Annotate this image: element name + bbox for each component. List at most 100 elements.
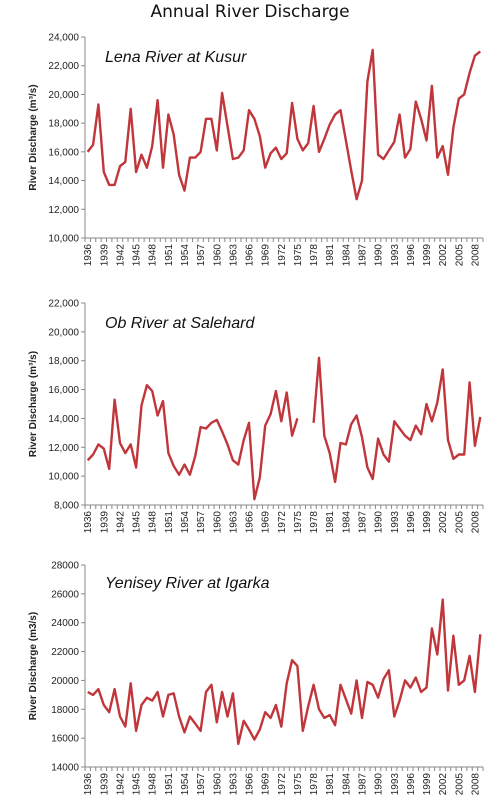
x-tick-label: 1993 bbox=[390, 244, 401, 267]
y-axis-unit: (m3/s) bbox=[28, 612, 39, 641]
x-tick-label: 1936 bbox=[83, 773, 94, 796]
x-tick-label: 1954 bbox=[180, 244, 191, 267]
y-axis-label-text: River Discharge bbox=[28, 378, 39, 457]
x-tick-label: 2008 bbox=[470, 773, 481, 796]
x-tick-label: 1975 bbox=[293, 511, 304, 534]
y-tick-label: 18000 bbox=[51, 705, 79, 716]
x-tick-label: 1942 bbox=[115, 244, 126, 267]
x-tick-label: 1951 bbox=[164, 511, 175, 534]
x-tick-label: 1978 bbox=[309, 244, 320, 267]
x-tick-label: 2005 bbox=[454, 244, 465, 267]
x-tick-label: 1960 bbox=[212, 773, 223, 796]
series-line bbox=[86, 48, 482, 201]
x-tick-label: 2005 bbox=[454, 511, 465, 534]
y-tick-label: 22,000 bbox=[48, 299, 79, 310]
y-tick-label: 26000 bbox=[51, 589, 79, 600]
y-tick-label: 10,000 bbox=[48, 234, 79, 245]
x-tick-label: 1954 bbox=[180, 511, 191, 534]
x-tick-label: 1942 bbox=[115, 511, 126, 534]
y-tick-label: 18,000 bbox=[48, 356, 79, 367]
y-tick-label: 14,000 bbox=[48, 414, 79, 425]
x-tick-label: 1975 bbox=[293, 244, 304, 267]
x-tick-label: 1939 bbox=[99, 244, 110, 267]
x-tick-label: 1939 bbox=[99, 511, 110, 534]
chart-panel-3: 14000 16000 18000 20000 22000 24000 26000 28000… bbox=[28, 561, 484, 796]
x-tick-label: 1966 bbox=[245, 773, 256, 796]
y-axis-label: River Discharge (m³/s) bbox=[28, 351, 39, 457]
x-tick-label: 1969 bbox=[261, 244, 272, 267]
y-tick-label: 16,000 bbox=[48, 147, 79, 158]
x-tick-label: 1984 bbox=[341, 511, 352, 534]
y-tick-label: 20,000 bbox=[48, 90, 79, 101]
x-tick-label: 1996 bbox=[406, 773, 417, 796]
series-line bbox=[86, 384, 299, 501]
x-tick-label: 1951 bbox=[164, 244, 175, 267]
x-tick-label: 1996 bbox=[406, 244, 417, 267]
x-tick-label: 1957 bbox=[196, 244, 207, 267]
y-axis-label-text: River Discharge bbox=[28, 641, 39, 720]
x-tick-label: 1969 bbox=[261, 773, 272, 796]
x-tick-label: 1999 bbox=[422, 773, 433, 796]
x-tick-label: 1999 bbox=[422, 244, 433, 267]
x-tick-label: 1963 bbox=[228, 511, 239, 534]
y-tick-label: 16000 bbox=[51, 734, 79, 745]
x-tick-label: 1987 bbox=[357, 773, 368, 796]
x-tick-label: 1936 bbox=[83, 511, 94, 534]
y-tick-label: 12,000 bbox=[48, 205, 79, 216]
x-tick-label: 1990 bbox=[374, 511, 385, 534]
x-tick-label: 1996 bbox=[406, 511, 417, 534]
y-tick-label: 24000 bbox=[51, 618, 79, 629]
y-axis-label: River Discharge (m3/s) bbox=[28, 612, 39, 720]
x-tick-label: 1987 bbox=[357, 511, 368, 534]
y-axis-label: River Discharge (m³/s) bbox=[28, 84, 39, 190]
series-line bbox=[312, 356, 482, 484]
x-tick-label: 2008 bbox=[470, 244, 481, 267]
series-line bbox=[87, 598, 482, 746]
x-tick-label: 1960 bbox=[212, 511, 223, 534]
panel-title: Ob River at Salehard bbox=[105, 315, 256, 332]
y-tick-label: 24,000 bbox=[48, 33, 79, 44]
y-tick-label: 10,000 bbox=[48, 472, 79, 483]
x-tick-label: 1999 bbox=[422, 511, 433, 534]
y-tick-label: 14000 bbox=[51, 763, 79, 774]
x-tick-label: 1990 bbox=[374, 773, 385, 796]
y-tick-label: 20000 bbox=[51, 676, 79, 687]
y-tick-label: 28000 bbox=[51, 561, 79, 572]
y-tick-label: 12,000 bbox=[48, 443, 79, 454]
x-tick-label: 1993 bbox=[390, 511, 401, 534]
x-tick-label: 1936 bbox=[83, 244, 94, 267]
x-tick-label: 1966 bbox=[245, 511, 256, 534]
x-tick-label: 1993 bbox=[390, 773, 401, 796]
chart-panel-2: 8,000 10,000 12,000 14,000 16,000 18,000 20,00… bbox=[28, 299, 484, 534]
x-tick-label: 1969 bbox=[261, 511, 272, 534]
y-tick-label: 8,000 bbox=[54, 501, 79, 512]
panel-title: Lena River at Kusur bbox=[105, 49, 247, 66]
x-tick-label: 2005 bbox=[454, 773, 465, 796]
x-tick-label: 1957 bbox=[196, 773, 207, 796]
x-tick-label: 1957 bbox=[196, 511, 207, 534]
y-tick-label: 22,000 bbox=[48, 61, 79, 72]
x-tick-label: 1948 bbox=[148, 773, 159, 796]
y-tick-label: 14,000 bbox=[48, 176, 79, 187]
x-tick-label: 1945 bbox=[132, 773, 143, 796]
y-tick-label: 16,000 bbox=[48, 385, 79, 396]
x-tick-label: 2002 bbox=[438, 773, 449, 796]
x-tick-label: 1963 bbox=[228, 244, 239, 267]
x-tick-label: 2002 bbox=[438, 244, 449, 267]
x-tick-label: 1972 bbox=[277, 511, 288, 534]
x-tick-label: 1939 bbox=[99, 773, 110, 796]
x-tick-label: 2008 bbox=[470, 511, 481, 534]
x-tick-label: 1990 bbox=[374, 244, 385, 267]
panel-title: Yenisey River at Igarka bbox=[105, 575, 270, 592]
y-tick-label: 20,000 bbox=[48, 327, 79, 338]
x-tick-label: 1963 bbox=[228, 773, 239, 796]
y-tick-label: 22000 bbox=[51, 647, 79, 658]
x-tick-label: 1948 bbox=[148, 244, 159, 267]
y-tick-label: 18,000 bbox=[48, 119, 79, 130]
x-tick-label: 1960 bbox=[212, 244, 223, 267]
x-tick-label: 1954 bbox=[180, 773, 191, 796]
x-tick-label: 1972 bbox=[277, 773, 288, 796]
x-tick-label: 1978 bbox=[309, 773, 320, 796]
x-tick-label: 1951 bbox=[164, 773, 175, 796]
